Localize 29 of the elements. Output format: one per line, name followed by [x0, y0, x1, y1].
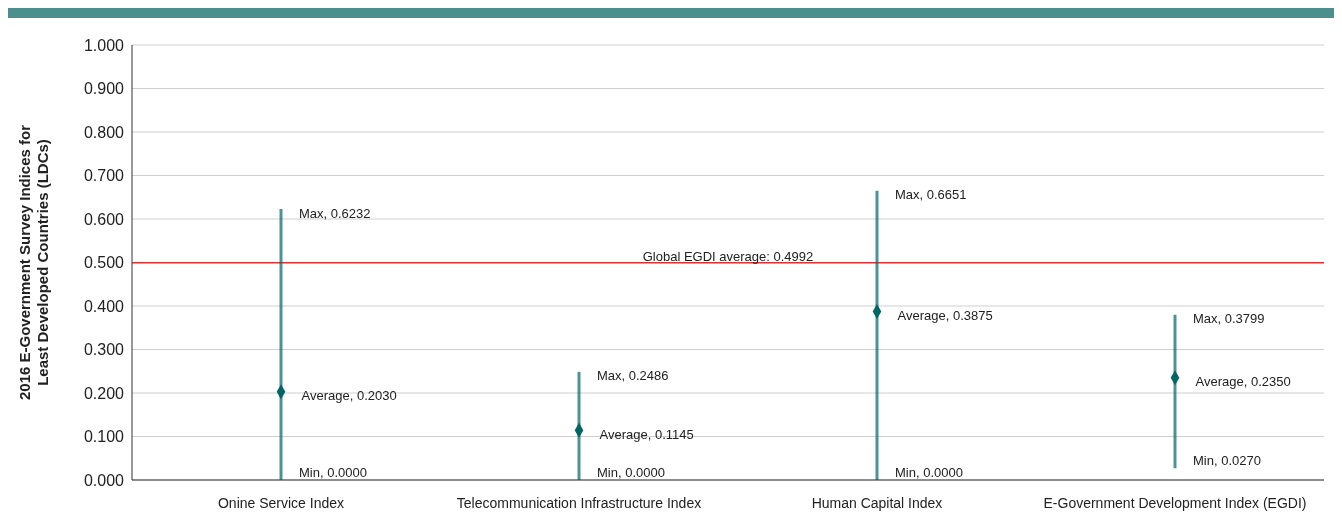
annotation: Min, 0.0000 — [597, 464, 665, 480]
annotation: Max, 0.6651 — [895, 187, 967, 203]
y-tick-label: 0.600 — [83, 210, 125, 228]
annotation: Max, 0.3799 — [1193, 311, 1265, 327]
x-tick-label: E-Government Development Index (EGDI) — [1043, 494, 1307, 511]
y-axis-title: 2016 E-Government Survey Indices for Least Developed Countries (LDCs) — [16, 124, 51, 401]
data-label: Average, 0.1145 — [599, 426, 694, 442]
data-label: Average, 0.2350 — [1195, 374, 1291, 390]
y-tick-label: 0.500 — [83, 254, 125, 272]
x-tick-label: Human Capital Index — [811, 494, 943, 511]
annotation: Min, 0.0000 — [299, 464, 367, 480]
annotation: Max, 0.2486 — [597, 368, 669, 384]
y-tick-label: 0.900 — [83, 80, 125, 98]
y-tick-label: 0.100 — [83, 428, 125, 446]
annotation: Max, 0.6232 — [299, 205, 371, 221]
y-tick-label: 0.000 — [83, 471, 125, 489]
annotation: Min, 0.0000 — [895, 464, 963, 480]
y-tick-label: 0.400 — [83, 297, 125, 315]
annotation: Min, 0.0270 — [1193, 452, 1261, 468]
y-tick-label: 0.700 — [83, 167, 125, 185]
x-tick-label: Telecommunication Infrastructure Index — [456, 494, 702, 511]
data-label: Average, 0.2030 — [301, 388, 397, 404]
y-tick-label: 0.200 — [83, 384, 125, 402]
y-tick-label: 0.800 — [83, 123, 125, 141]
ref-line-label: Global EGDI average: 0.4992 — [642, 249, 814, 265]
data-label: Average, 0.3875 — [897, 308, 993, 324]
y-tick-label: 1.000 — [83, 36, 125, 54]
x-tick-label: Onine Service Index — [217, 494, 345, 511]
y-tick-label: 0.300 — [83, 341, 125, 359]
